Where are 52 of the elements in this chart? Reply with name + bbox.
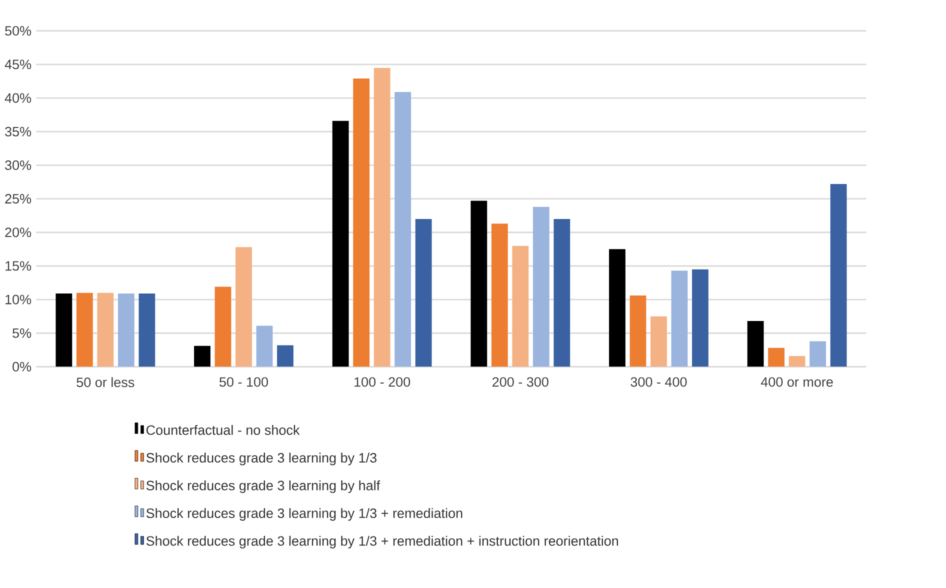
bar bbox=[374, 68, 390, 367]
y-tick-label: 35% bbox=[5, 126, 32, 137]
bar bbox=[532, 206, 550, 367]
bar bbox=[394, 92, 412, 367]
y-tick-label: 10% bbox=[6, 294, 32, 304]
bar bbox=[256, 326, 273, 367]
bar bbox=[415, 219, 432, 367]
bar bbox=[512, 246, 529, 367]
x-tick-label: 50 or less bbox=[76, 377, 134, 388]
bar bbox=[788, 356, 806, 367]
y-tick-label: 50% bbox=[5, 26, 32, 36]
bar bbox=[671, 270, 688, 367]
y-tick-label: 15% bbox=[6, 261, 32, 271]
y-tick-label: 0% bbox=[12, 362, 32, 372]
x-tick-label: 300 - 400 bbox=[630, 377, 687, 387]
legend-label: Counterfactual - no shock bbox=[146, 425, 300, 436]
bar bbox=[194, 346, 210, 367]
bar bbox=[97, 292, 114, 367]
legend-label: Shock reduces grade 3 learning by 1/3 + remediation + instruction reorientation bbox=[146, 536, 618, 549]
bar bbox=[554, 219, 570, 367]
x-tick-label: 400 or more bbox=[760, 377, 833, 387]
x-tick-label: 50 - 100 bbox=[219, 377, 268, 387]
bar bbox=[56, 294, 72, 367]
bar bbox=[138, 294, 156, 367]
y-tick-label: 45% bbox=[4, 60, 32, 70]
x-tick-label: 200 - 300 bbox=[492, 377, 548, 387]
bar bbox=[810, 341, 826, 367]
bar bbox=[118, 294, 134, 367]
bar bbox=[491, 224, 508, 367]
bar bbox=[277, 345, 294, 367]
bar bbox=[650, 316, 667, 367]
legend-label: Shock reduces grade 3 learning by 1/3 + remediation bbox=[146, 508, 462, 521]
bar bbox=[630, 296, 646, 367]
bar bbox=[76, 292, 93, 367]
y-tick-label: 40% bbox=[4, 93, 32, 103]
bar bbox=[692, 269, 708, 367]
y-tick-label: 20% bbox=[5, 228, 32, 238]
legend-label: Shock reduces grade 3 learning by 1/3 bbox=[146, 452, 376, 466]
bar bbox=[236, 247, 252, 367]
bar bbox=[353, 78, 370, 367]
y-tick-label: 30% bbox=[5, 160, 32, 170]
bar bbox=[768, 348, 784, 367]
bar bbox=[609, 249, 626, 367]
y-tick-label: 25% bbox=[5, 194, 32, 204]
x-tick-label: 100 - 200 bbox=[354, 377, 410, 387]
y-tick-label: 5% bbox=[12, 328, 32, 338]
bar bbox=[830, 184, 847, 367]
bar bbox=[470, 200, 488, 367]
bar bbox=[332, 121, 349, 367]
bar bbox=[747, 321, 764, 367]
legend-label: Shock reduces grade 3 learning by half bbox=[146, 480, 380, 494]
bar bbox=[214, 286, 232, 367]
